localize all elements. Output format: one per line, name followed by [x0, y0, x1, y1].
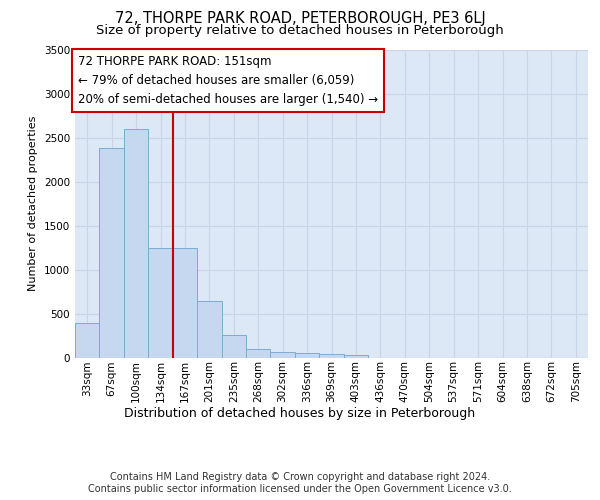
Bar [124, 129, 148, 358]
Text: 72 THORPE PARK ROAD: 151sqm
← 79% of detached houses are smaller (6,059)
20% of : 72 THORPE PARK ROAD: 151sqm ← 79% of det… [77, 54, 377, 106]
Y-axis label: Number of detached properties: Number of detached properties [28, 116, 38, 292]
Bar [75, 323, 100, 358]
Bar [197, 302, 221, 358]
Bar [319, 354, 344, 358]
Bar [271, 352, 295, 358]
Bar [295, 352, 319, 358]
Bar [344, 355, 368, 358]
Bar [173, 248, 197, 358]
Text: Size of property relative to detached houses in Peterborough: Size of property relative to detached ho… [96, 24, 504, 37]
Bar [221, 334, 246, 357]
Text: 72, THORPE PARK ROAD, PETERBOROUGH, PE3 6LJ: 72, THORPE PARK ROAD, PETERBOROUGH, PE3 … [115, 11, 485, 26]
Bar [100, 148, 124, 358]
Bar [246, 348, 271, 358]
Text: Contains HM Land Registry data © Crown copyright and database right 2024.: Contains HM Land Registry data © Crown c… [110, 472, 490, 482]
Bar [148, 248, 173, 358]
Text: Distribution of detached houses by size in Peterborough: Distribution of detached houses by size … [124, 408, 476, 420]
Text: Contains public sector information licensed under the Open Government Licence v3: Contains public sector information licen… [88, 484, 512, 494]
